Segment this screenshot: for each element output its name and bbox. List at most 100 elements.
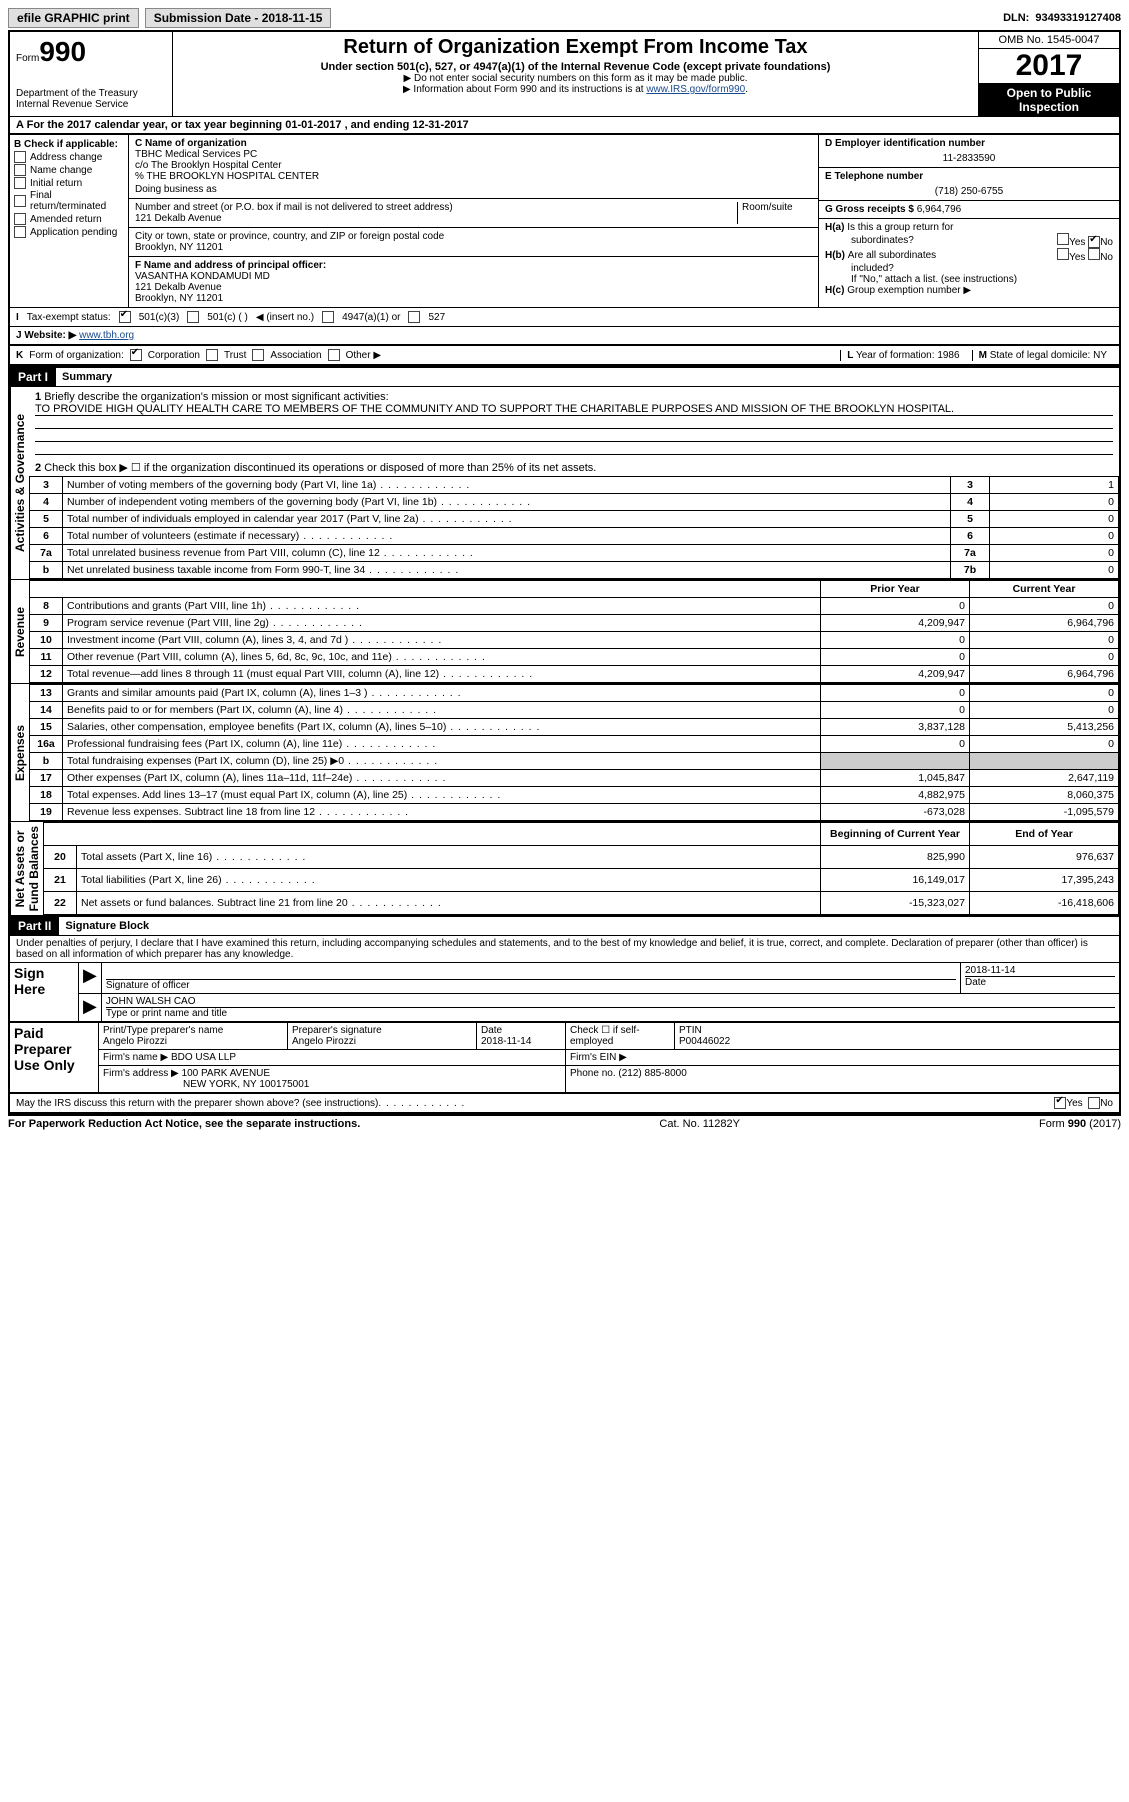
- prior-value: 0: [821, 632, 970, 649]
- form-990-cell: Form990 Department of the Treasury Inter…: [10, 32, 173, 116]
- check-namechange[interactable]: Name change: [14, 164, 124, 176]
- dba-label: Doing business as: [135, 184, 812, 195]
- irs-link[interactable]: www.IRS.gov/form990: [646, 84, 745, 95]
- gross-cell: G Gross receipts $ 6,964,796: [819, 201, 1119, 219]
- officer-name: VASANTHA KONDAMUDI MD: [135, 271, 812, 282]
- checkbox-icon[interactable]: [408, 311, 420, 323]
- table-row: 8 Contributions and grants (Part VIII, l…: [30, 598, 1119, 615]
- top-bar: efile GRAPHIC print Submission Date - 20…: [8, 8, 1121, 28]
- row-i-label: I: [16, 312, 19, 323]
- ein-cell: D Employer identification number 11-2833…: [819, 135, 1119, 168]
- hc-text: Group exemption number ▶: [847, 285, 971, 296]
- table-row: 10 Investment income (Part VIII, column …: [30, 632, 1119, 649]
- checkbox-icon[interactable]: [14, 164, 26, 176]
- main-title: Return of Organization Exempt From Incom…: [177, 36, 974, 59]
- line-text: Total unrelated business revenue from Pa…: [63, 545, 951, 562]
- officer-label: F Name and address of principal officer:: [135, 260, 812, 271]
- efile-print-button[interactable]: efile GRAPHIC print: [8, 8, 139, 28]
- org-name2: c/o The Brooklyn Hospital Center: [135, 160, 812, 171]
- dln-value: 93493319127408: [1035, 12, 1121, 24]
- table-row: 3 Number of voting members of the govern…: [30, 477, 1119, 494]
- checkbox-icon[interactable]: [1088, 1097, 1100, 1109]
- col-header: Prior Year: [821, 581, 970, 598]
- checkbox-icon[interactable]: [14, 177, 26, 189]
- section-a-label: A: [16, 119, 24, 131]
- dots-fill: [378, 1098, 1054, 1109]
- line-text: Number of independent voting members of …: [63, 494, 951, 511]
- yes-label: Yes: [1069, 252, 1085, 263]
- section-a-text1: For the 2017 calendar year, or tax year …: [27, 119, 286, 131]
- line-text: Investment income (Part VIII, column (A)…: [63, 632, 821, 649]
- side-expenses: Expenses: [10, 684, 29, 821]
- checkbox-icon[interactable]: [14, 226, 26, 238]
- check-initial[interactable]: Initial return: [14, 177, 124, 189]
- table-row: 12 Total revenue—add lines 8 through 11 …: [30, 666, 1119, 683]
- check-amended[interactable]: Amended return: [14, 213, 124, 225]
- opt-4947: 4947(a)(1) or: [342, 312, 400, 323]
- checkbox-icon[interactable]: [1054, 1097, 1066, 1109]
- firm-phone-value: (212) 885-8000: [618, 1068, 686, 1079]
- current-value: 0: [970, 632, 1119, 649]
- city-label: City or town, state or province, country…: [135, 231, 812, 242]
- value: 0: [990, 545, 1119, 562]
- public-line2: Inspection: [979, 100, 1119, 114]
- part1-title: Summary: [62, 371, 112, 383]
- row-k-label: K: [16, 350, 23, 361]
- part2-badge: Part II: [10, 917, 59, 935]
- blank-line: [35, 429, 1113, 442]
- line-text: Total expenses. Add lines 13–17 (must eq…: [63, 787, 821, 804]
- current-value: 976,637: [970, 846, 1119, 869]
- opt-insertno: ◀ (insert no.): [256, 312, 314, 323]
- row-m-val: NY: [1093, 350, 1107, 361]
- line1-text: Briefly describe the organization's miss…: [44, 391, 388, 403]
- checkbox-icon[interactable]: [130, 349, 142, 361]
- bcd-grid: B Check if applicable: Address change Na…: [8, 135, 1121, 308]
- checkbox-icon[interactable]: [14, 151, 26, 163]
- line-no: 15: [30, 719, 63, 736]
- value: 0: [990, 562, 1119, 579]
- sig-date-label: Date: [965, 976, 1115, 988]
- ptin-value: P00446022: [679, 1036, 1115, 1047]
- check-final[interactable]: Final return/terminated: [14, 190, 124, 212]
- row-l-label: L: [847, 350, 853, 361]
- public-inspection: Open to Public Inspection: [979, 84, 1119, 116]
- prep-sig-value: Angelo Pirozzi: [292, 1036, 472, 1047]
- col-b-header: B Check if applicable:: [14, 139, 124, 150]
- table-row: 13 Grants and similar amounts paid (Part…: [30, 685, 1119, 702]
- checkbox-icon[interactable]: [206, 349, 218, 361]
- prior-value: 4,882,975: [821, 787, 970, 804]
- checkbox-icon[interactable]: [328, 349, 340, 361]
- check-address[interactable]: Address change: [14, 151, 124, 163]
- gross-label: G Gross receipts $: [825, 204, 914, 215]
- hb-text2: included?: [851, 263, 1113, 274]
- line-no: b: [30, 562, 63, 579]
- line-text: Net unrelated business taxable income fr…: [63, 562, 951, 579]
- ha-text2: subordinates?: [851, 235, 914, 246]
- table-header: Beginning of Current Year End of Year: [44, 823, 1119, 846]
- current-value: 6,964,796: [970, 615, 1119, 632]
- checkbox-icon[interactable]: [252, 349, 264, 361]
- current-value: 0: [970, 736, 1119, 753]
- check-label: Amended return: [30, 214, 102, 225]
- sig-date-cell: 2018-11-14 Date: [961, 963, 1121, 994]
- yes-label: Yes: [1066, 1098, 1082, 1109]
- tel-cell: E Telephone number (718) 250-6755: [819, 168, 1119, 201]
- checkbox-icon[interactable]: [119, 311, 131, 323]
- net-table: Beginning of Current Year End of Year20 …: [43, 822, 1119, 915]
- submission-date-button[interactable]: Submission Date - 2018-11-15: [145, 8, 332, 28]
- table-row: 17 Other expenses (Part IX, column (A), …: [30, 770, 1119, 787]
- table-row: 18 Total expenses. Add lines 13–17 (must…: [30, 787, 1119, 804]
- tax-year-end: 12-31-2017: [412, 119, 468, 131]
- check-pending[interactable]: Application pending: [14, 226, 124, 238]
- checkbox-icon[interactable]: [14, 213, 26, 225]
- prep-date-cell: Date 2018-11-14: [477, 1023, 566, 1050]
- checkbox-icon[interactable]: [1088, 248, 1100, 260]
- checkbox-icon[interactable]: [322, 311, 334, 323]
- col-d: D Employer identification number 11-2833…: [819, 135, 1119, 307]
- checkbox-icon[interactable]: [14, 195, 26, 207]
- website-link[interactable]: www.tbh.org: [79, 330, 134, 341]
- checkbox-icon[interactable]: [1088, 236, 1100, 248]
- checkbox-icon[interactable]: [187, 311, 199, 323]
- checkbox-icon[interactable]: [1057, 248, 1069, 260]
- checkbox-icon[interactable]: [1057, 233, 1069, 245]
